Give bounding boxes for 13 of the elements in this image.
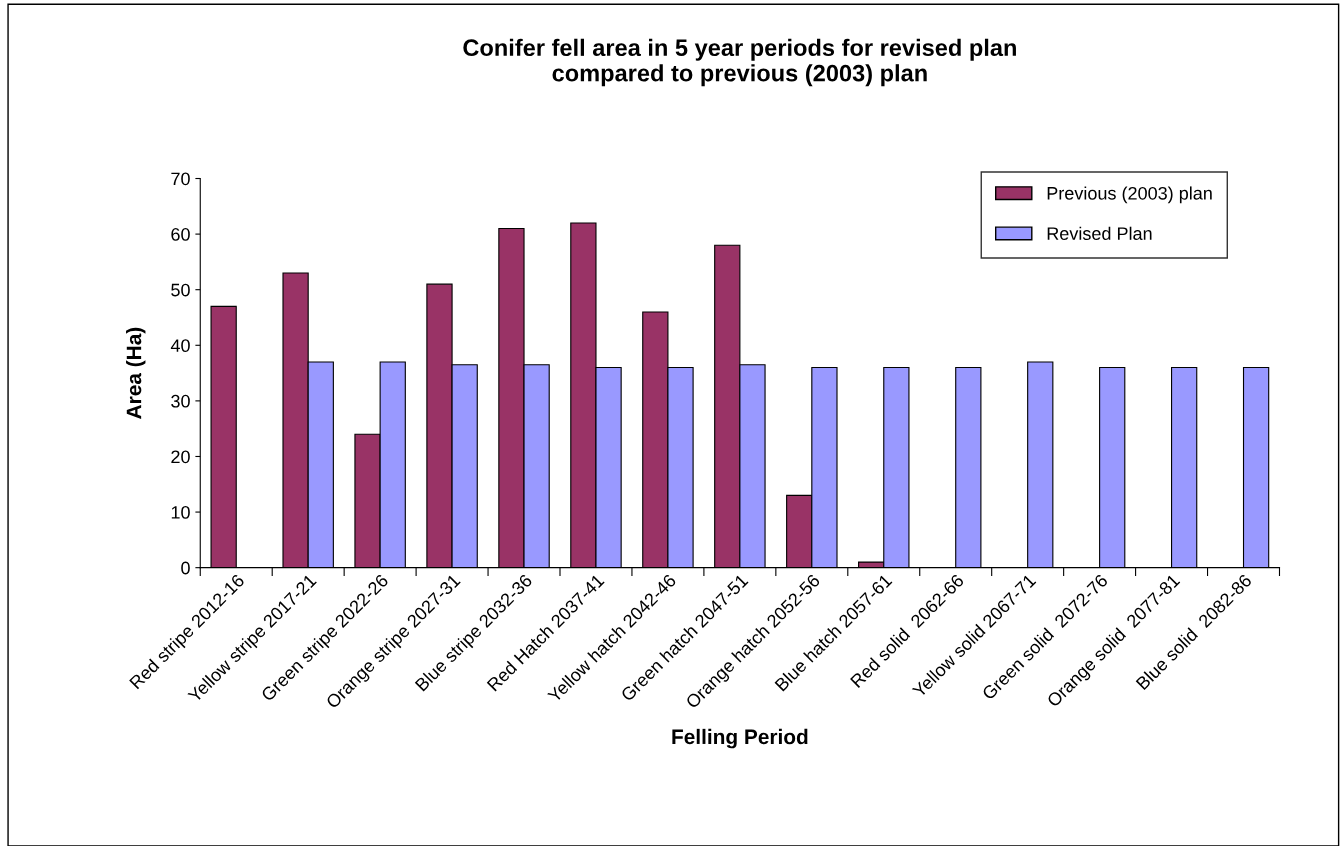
y-tick-label: 70: [171, 172, 190, 186]
y-tick-label: 10: [171, 506, 190, 519]
y-tick-label: 20: [171, 450, 190, 464]
y-tick-label: 40: [170, 339, 190, 353]
legend-label: Revised Plan: [1047, 226, 1152, 240]
x-axis-title: Felling Period: [672, 728, 808, 749]
y-axis-title: Area (Ha): [126, 327, 146, 419]
y-tick-label: 0: [181, 561, 190, 575]
y-tick-label: 50: [171, 283, 190, 297]
legend-label: Previous (2003) plan: [1047, 186, 1212, 204]
y-tick-label: 60: [171, 228, 190, 241]
y-tick-label: 30: [171, 394, 190, 408]
chart-title: Conifer fell area in 5 year periods for revised plan compared to previous (2003) plan: [463, 38, 1016, 87]
